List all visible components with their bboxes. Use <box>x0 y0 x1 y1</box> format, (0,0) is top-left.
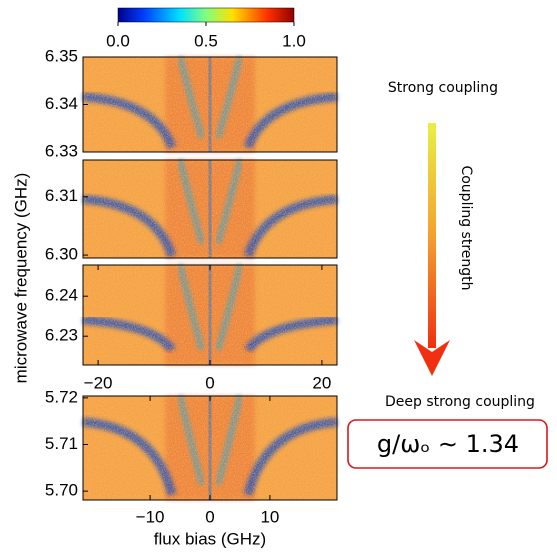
heatmap-noise <box>83 57 337 152</box>
heatmap-noise <box>83 396 337 500</box>
y-tick-label: 6.34 <box>45 94 78 113</box>
y-tick-label: 5.71 <box>45 434 78 453</box>
annotation: Coupling strength <box>458 165 474 290</box>
y-tick-label: 5.70 <box>45 481 78 500</box>
heatmap-noise <box>83 160 337 258</box>
y-tick-label: 6.24 <box>45 286 78 305</box>
ratio-box <box>347 419 548 469</box>
panels: 6.35 6.34 6.33 6.31 6.30 6.24 6.23 5.72 5.71 5.70 <box>45 46 338 501</box>
heatmap-noise <box>83 265 337 365</box>
annotation: Strong coupling <box>388 80 498 96</box>
y-axis-label: microwave frequency (GHz) <box>11 173 30 384</box>
x-axis-label: flux bias (GHz) <box>154 529 266 548</box>
x-tick-label: 0 <box>205 507 214 526</box>
y-tick-label: 6.23 <box>45 326 78 345</box>
x-tick-label: −10 <box>136 507 165 526</box>
colorbar-tick-label: 1.0 <box>282 31 306 50</box>
y-tick-label: 6.33 <box>45 141 78 160</box>
x-tick-label: 10 <box>260 507 279 526</box>
y-tick-label: 6.35 <box>45 46 78 65</box>
annotation: Deep strong coupling <box>385 394 535 410</box>
colorbar-tick-label: 0.0 <box>106 31 130 50</box>
arrow-head <box>414 340 450 376</box>
ratio: g/ωₒ ∼ 1.34 <box>377 430 519 458</box>
colorbar-tick-label: 0.5 <box>194 31 218 50</box>
panel-frame <box>82 159 338 259</box>
y-tick-label: 6.30 <box>45 245 78 264</box>
colorbar <box>117 7 295 23</box>
y-tick-label: 5.72 <box>45 387 78 406</box>
y-tick-label: 6.31 <box>45 186 78 205</box>
x-tick-label: −20 <box>84 373 113 392</box>
x-tick-label: 20 <box>312 373 331 392</box>
arrow-shaft <box>428 123 436 348</box>
x-tick-label: 0 <box>205 373 214 392</box>
